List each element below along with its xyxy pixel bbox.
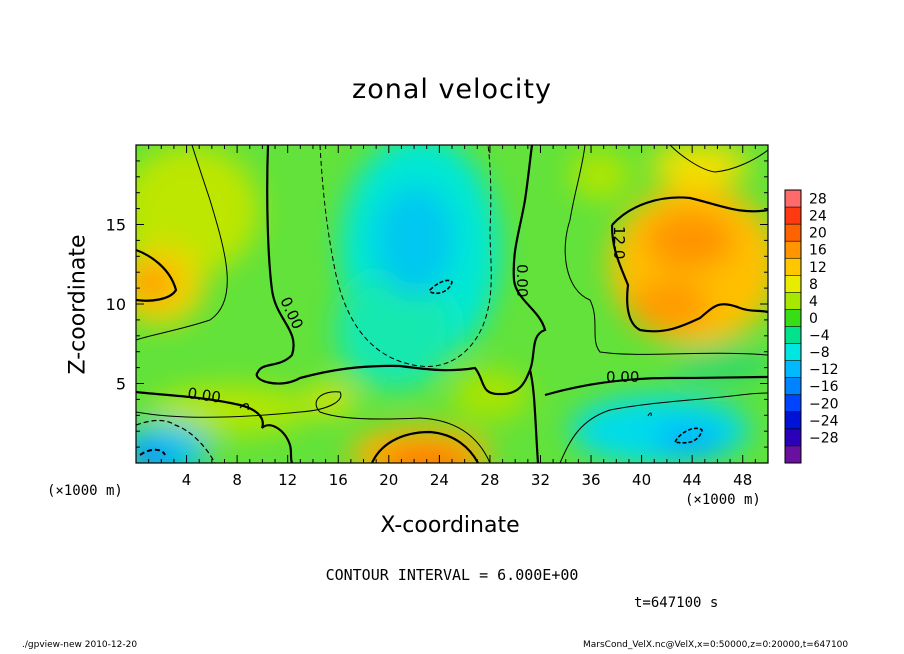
y-tick-label: 10	[106, 295, 126, 314]
y-axis: 5 10 15	[106, 160, 768, 448]
contour-label-4: 12.0	[610, 226, 628, 259]
contour-label-3: 0.00	[606, 368, 639, 386]
x-tick-label: 32	[531, 471, 550, 489]
colorbar-swatch	[785, 445, 801, 464]
contour-interval-text: CONTOUR INTERVAL = 6.000E+00	[325, 566, 579, 584]
contour-label-1: 0.00	[186, 384, 222, 406]
colorbar-label: 24	[809, 209, 827, 225]
colorbar-label: 12	[809, 260, 827, 276]
x-tick-label: 40	[632, 471, 651, 489]
colorbar-swatch	[785, 309, 801, 327]
y-tick-label: 15	[106, 216, 126, 235]
colorbar-label: 0	[809, 311, 818, 327]
time-readout: t=647100 s	[634, 595, 719, 611]
x-tick-label: 24	[430, 471, 449, 489]
x-axis: 4 8 12 16 20 24 28 32 36 40 44 48	[148, 145, 756, 489]
x-tick-label: 16	[329, 471, 348, 489]
x-tick-label: 48	[733, 471, 752, 489]
x-axis-unit-left: (×1000 m)	[47, 483, 123, 499]
colorbar-swatch	[785, 190, 801, 208]
contour-lines	[136, 145, 768, 463]
y-tick-label: 5	[116, 375, 126, 394]
colorbar-label: 4	[809, 294, 818, 310]
colorbar-label: −8	[809, 345, 830, 361]
colorbar-swatch	[785, 275, 801, 293]
chart-title: zonal velocity	[352, 74, 552, 105]
colorbar-swatch	[785, 326, 801, 345]
colorbar-swatch	[785, 411, 801, 430]
footer-program-info: ./gpview-new 2010-12-20	[22, 640, 138, 650]
colorbar-label: −16	[809, 379, 839, 395]
colorbar-label: −28	[809, 430, 839, 446]
colorbar-swatch	[785, 428, 801, 447]
colorbar-label: 16	[809, 243, 827, 259]
footer-data-source: MarsCond_VelX.nc@VelX,x=0:50000,z=0:2000…	[583, 640, 849, 650]
colorbar-label: 20	[809, 226, 827, 242]
colorbar-swatch	[785, 394, 801, 413]
colorbar-label: −4	[809, 328, 830, 344]
heatmap-field	[136, 145, 768, 463]
colorbar-label: −24	[809, 413, 839, 429]
colorbar-swatch	[785, 224, 801, 242]
colorbar-swatch	[785, 241, 801, 259]
colorbar-label: 28	[809, 192, 827, 208]
colorbar-label: 8	[809, 277, 818, 293]
colorbar-label: −20	[809, 396, 839, 412]
x-axis-unit-right: (×1000 m)	[685, 492, 761, 508]
colorbar-swatch	[785, 343, 801, 362]
x-tick-label: 28	[480, 471, 499, 489]
y-axis-label: Z-coordinate	[65, 234, 91, 375]
colorbar-label: −12	[809, 362, 839, 378]
colorbar-swatch	[785, 207, 801, 225]
x-tick-label: 36	[581, 471, 600, 489]
x-tick-label: 20	[379, 471, 398, 489]
x-tick-label: 44	[683, 471, 702, 489]
colorbar-swatch	[785, 292, 801, 310]
x-axis-label: X-coordinate	[380, 513, 520, 538]
colorbar-swatch	[785, 258, 801, 276]
x-tick-label: 8	[232, 471, 242, 489]
x-tick-label: 12	[278, 471, 297, 489]
x-tick-label: 4	[182, 471, 192, 489]
colorbar-swatch	[785, 360, 801, 379]
colorbar-swatch	[785, 377, 801, 396]
contour-label-2: 0.00	[513, 264, 531, 297]
